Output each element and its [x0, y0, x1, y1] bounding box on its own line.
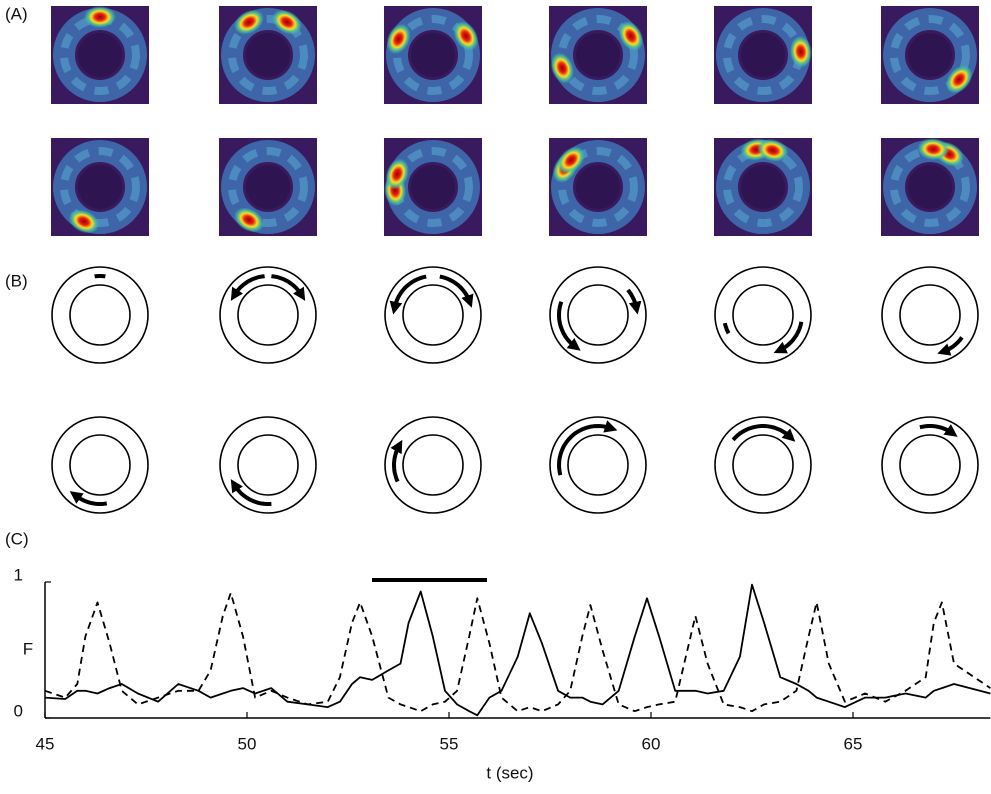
ring-inner [900, 285, 960, 345]
ring-inner [70, 285, 130, 345]
heatmaps [51, 5, 979, 239]
x-tick-label: 55 [440, 734, 459, 753]
heatmap-hole [78, 165, 122, 209]
arrow [75, 495, 107, 504]
ring-outer [882, 267, 978, 363]
ring-outer [550, 267, 646, 363]
ring [52, 417, 148, 513]
ring-outer [385, 267, 481, 363]
panel-label: (B) [5, 271, 28, 290]
ring [385, 267, 481, 363]
ring [220, 267, 316, 363]
y-tick-label: 0 [14, 701, 23, 720]
heatmap-hole [411, 165, 455, 209]
heatmap [714, 6, 813, 104]
heatmap [219, 138, 317, 237]
heatmap-hole [246, 165, 290, 209]
ring [385, 417, 481, 513]
ring [52, 267, 148, 363]
ring-inner [733, 285, 793, 345]
heatmap [714, 136, 812, 236]
ring-outer [52, 267, 148, 363]
series-line [45, 593, 990, 711]
heatmap [381, 138, 482, 236]
panel-label: (C) [5, 529, 29, 548]
heatmap [219, 5, 317, 104]
x-axis-label: t (sec) [486, 763, 533, 782]
ring [715, 417, 811, 513]
ring-inner [70, 435, 130, 495]
arrow [628, 290, 637, 308]
arrow [733, 426, 791, 440]
ring [715, 267, 811, 363]
y-tick-label: 1 [14, 565, 23, 584]
heatmap-hole [908, 165, 952, 209]
x-tick-label: 50 [238, 734, 257, 753]
arrow [920, 426, 953, 433]
heatmap-hole [908, 33, 952, 77]
stimulus-bar [372, 578, 487, 582]
heatmap-hole [246, 33, 290, 77]
arrow [559, 302, 576, 347]
ring-inner [900, 435, 960, 495]
heatmap [51, 138, 149, 238]
heatmap [881, 6, 979, 104]
heatmap-hole [741, 165, 785, 209]
heatmap-hole [576, 165, 620, 209]
heatmap-hole [411, 33, 455, 77]
arrow [394, 446, 399, 482]
ring-outer [882, 417, 978, 513]
ring [550, 417, 646, 513]
ring-outer [385, 417, 481, 513]
ring-inner [568, 285, 628, 345]
heatmap [881, 137, 979, 236]
arrow [559, 426, 611, 475]
ring-diagrams [52, 267, 978, 513]
ring [882, 267, 978, 363]
heatmap [546, 6, 648, 104]
ring-inner [403, 435, 463, 495]
x-tick-label: 45 [36, 734, 55, 753]
heatmap [548, 138, 647, 236]
panel-label: (A) [5, 4, 28, 23]
ring [882, 417, 978, 513]
figure: (A) (B) (C) 45 50 55 60 65 0 1 Ft (sec) [0, 0, 991, 789]
ring-outer [715, 417, 811, 513]
ring-inner [238, 285, 298, 345]
ring-inner [733, 435, 793, 495]
y-axis-label: F [23, 639, 33, 658]
ring-outer [220, 267, 316, 363]
ring-inner [403, 285, 463, 345]
line-chart: 45 50 55 60 65 0 1 Ft (sec) [14, 565, 991, 782]
heatmap-hole [78, 33, 122, 77]
ring-outer [52, 417, 148, 513]
heatmap [51, 6, 149, 104]
ring-inner [568, 435, 628, 495]
heatmap-blob [84, 6, 116, 28]
heatmap-hole [576, 33, 620, 77]
ring-outer [715, 267, 811, 363]
ring-outer [220, 417, 316, 513]
heatmap [382, 6, 484, 104]
ring-inner [238, 435, 298, 495]
series-line [45, 585, 990, 716]
x-tick-label: 60 [642, 734, 661, 753]
bar [725, 323, 729, 333]
heatmap-hole [741, 33, 785, 77]
ring-outer [550, 417, 646, 513]
ring [220, 417, 316, 513]
x-tick-label: 65 [844, 734, 863, 753]
ring [550, 267, 646, 363]
